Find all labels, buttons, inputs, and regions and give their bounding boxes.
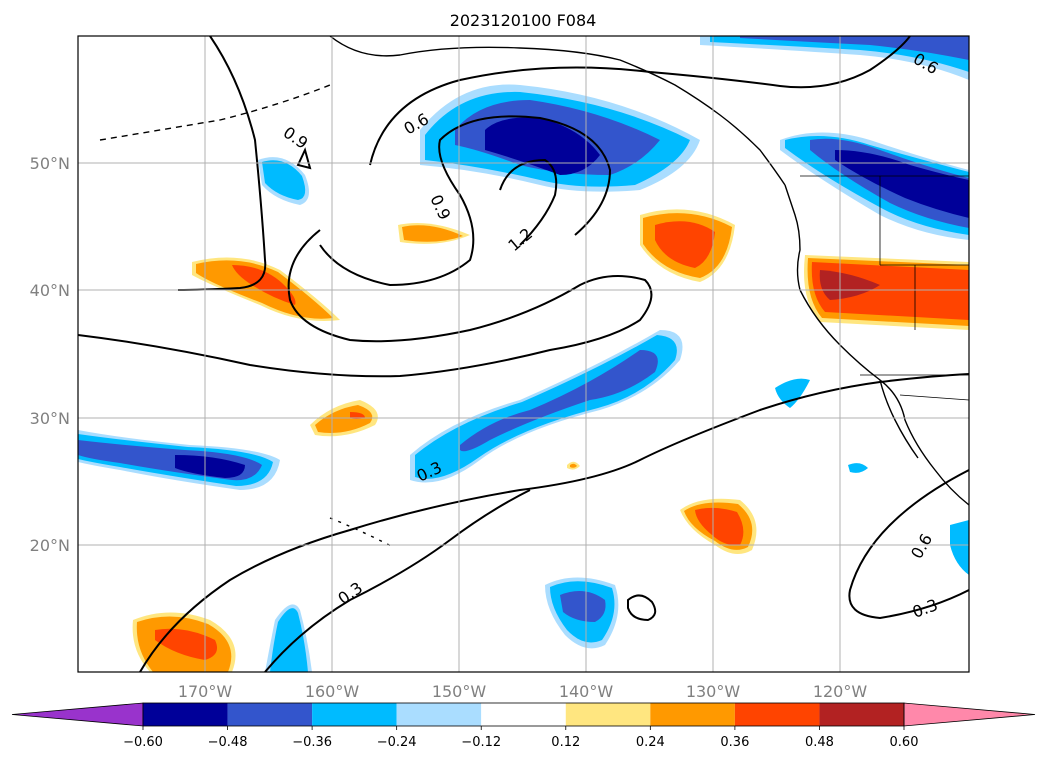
colorbar-segment <box>734 703 820 726</box>
colorbar-segment <box>312 703 397 726</box>
contour-small-loop <box>296 147 312 170</box>
warm-blob-west-coast <box>804 255 969 330</box>
contour-0.3-lower <box>264 489 531 672</box>
lon-label: 170°W <box>178 682 233 701</box>
colorbar-frame <box>142 702 905 727</box>
colorbar-segment <box>565 703 651 726</box>
map-panel: 0.9 0.6 0.9 1.2 0.3 0.3 0.6 0.3 0.6 <box>77 35 970 673</box>
lat-label: 50°N <box>30 154 70 173</box>
figure-title: 2023120100 F084 <box>450 11 597 30</box>
colorbar-label: 0.36 <box>720 735 749 750</box>
colorbar-segment <box>819 703 904 726</box>
lon-label: 120°W <box>813 682 868 701</box>
positive-anomaly-regions <box>132 209 969 672</box>
colorbar-label: −0.48 <box>208 735 248 750</box>
negative-anomaly-regions <box>78 36 969 672</box>
lat-label: 40°N <box>30 281 70 300</box>
blue-blob-south-1 <box>545 577 619 649</box>
colorbar-label: −0.24 <box>377 735 417 750</box>
latitude-labels: 50°N 40°N 30°N 20°N <box>30 154 70 555</box>
aleutian-islands <box>99 84 331 141</box>
longitude-labels: 170°W 160°W 150°W 140°W 130°W 120°W <box>178 682 868 701</box>
lon-label: 160°W <box>305 682 360 701</box>
map-frame <box>77 35 970 673</box>
blue-blob-pacific-northwest <box>780 132 969 240</box>
colorbar-label: −0.60 <box>123 735 163 750</box>
lat-label: 20°N <box>30 536 70 555</box>
lat-label: 30°N <box>30 409 70 428</box>
contour-0.3-south <box>139 373 969 672</box>
contour-0.9-north <box>177 36 267 291</box>
colorbar-segment <box>481 703 566 726</box>
colorbar-label: −0.36 <box>292 735 332 750</box>
contour-0.9-center <box>319 115 612 287</box>
warm-blob-southeast <box>680 498 757 554</box>
colorbar-label: −0.12 <box>461 735 501 750</box>
colorbar-label: 0.48 <box>805 735 834 750</box>
blue-blob-small-north <box>258 157 309 205</box>
colorbar-label: 0.60 <box>890 735 919 750</box>
warm-blob-small-1 <box>398 222 470 244</box>
colorbar-extend-high <box>903 702 1036 727</box>
contour-lines <box>78 36 969 672</box>
alaska-coast <box>329 36 786 186</box>
colorbar-extend-low <box>11 702 144 727</box>
baja-california <box>879 379 919 459</box>
colorbar: −0.60 −0.48 −0.36 −0.24 −0.12 0.12 0.24 0.36 0.4… <box>11 702 1036 750</box>
contour-0.6-upper <box>369 36 911 166</box>
lon-label: 140°W <box>559 682 614 701</box>
lon-label: 150°W <box>432 682 487 701</box>
colorbar-label: 0.12 <box>551 735 580 750</box>
lon-label: 130°W <box>686 682 741 701</box>
colorbar-label: 0.24 <box>636 735 665 750</box>
blue-blob-west <box>78 430 280 490</box>
blue-blob-top-right <box>700 36 969 80</box>
colorbar-segment <box>650 703 735 726</box>
warm-blob-offshore <box>640 209 735 282</box>
warm-blob-southwest <box>132 612 236 672</box>
warm-blob-tiny <box>567 461 580 470</box>
gridlines <box>78 36 969 672</box>
blue-blob-subtropical-band <box>410 330 683 483</box>
colorbar-segment <box>143 703 228 726</box>
colorbar-segment <box>227 703 313 726</box>
colorbar-segment <box>396 703 482 726</box>
contour-closed-south <box>627 594 657 622</box>
contour-southeast <box>848 469 969 620</box>
blue-blob-misc <box>775 378 969 575</box>
contour-1.2 <box>499 158 558 246</box>
colorbar-segments <box>11 702 1036 727</box>
colorbar-labels: −0.60 −0.48 −0.36 −0.24 −0.12 0.12 0.24 0.36 0.4… <box>123 726 918 750</box>
